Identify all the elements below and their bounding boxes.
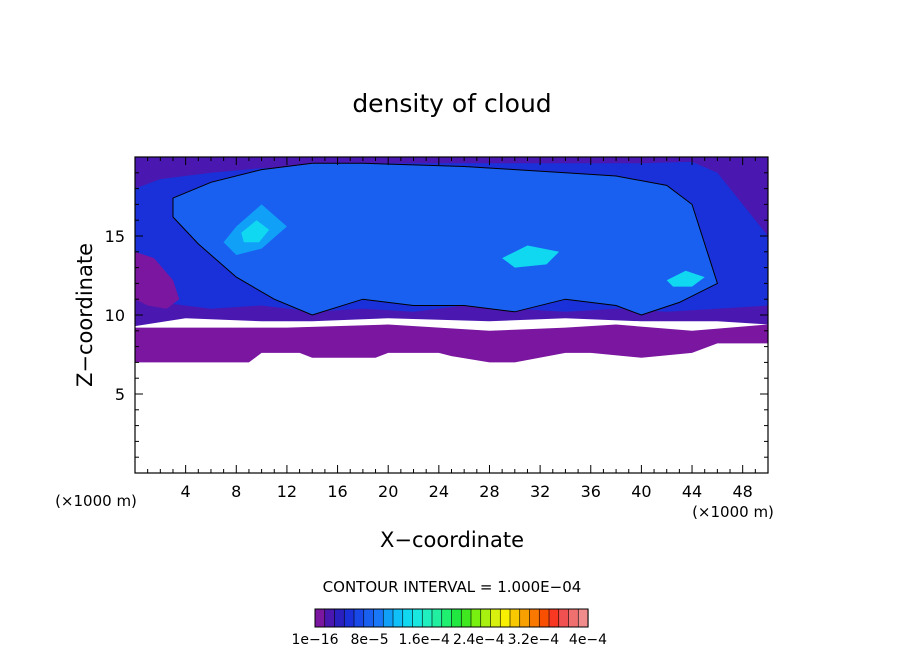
contour-region-base-cloud-purple <box>135 324 768 363</box>
contour-region-cloud-green-core-3 <box>666 270 705 287</box>
contour-interval: CONTOUR INTERVAL = 1.000E−04 <box>323 578 582 596</box>
y-tick-label: 15 <box>105 227 125 246</box>
colorbar-swatch <box>460 608 472 628</box>
colorbar-swatch <box>558 608 570 628</box>
colorbar <box>314 608 589 628</box>
colorbar-swatch <box>480 608 492 628</box>
x-tick-label: 12 <box>277 482 297 501</box>
colorbar-swatch <box>538 608 550 628</box>
colorbar-swatch <box>529 608 540 628</box>
colorbar-swatch <box>402 608 414 628</box>
colorbar-swatch <box>431 608 443 628</box>
contour-region-cloud-green-core-1 <box>241 220 270 243</box>
x-unit-right: (×1000 m) <box>692 503 774 521</box>
contour-region-cloud-green-core-2 <box>502 245 560 268</box>
x-tick-label: 44 <box>682 482 702 501</box>
colorbar-swatch <box>363 608 375 628</box>
x-tick-label: 4 <box>181 482 191 501</box>
colorbar-swatch <box>353 608 365 628</box>
colorbar-label: 8e−5 <box>351 632 389 648</box>
colorbar-swatch <box>314 608 326 628</box>
colorbar-swatch <box>334 608 345 628</box>
x-axis-label: X−coordinate <box>380 528 524 552</box>
colorbar-swatch <box>324 608 336 628</box>
colorbar-swatch <box>509 608 521 628</box>
colorbar-swatch <box>451 608 462 628</box>
contour-line-cloud-light-blue <box>172 162 719 316</box>
x-tick-label: 24 <box>429 482 449 501</box>
colorbar-swatch <box>519 608 531 628</box>
colorbar-swatch <box>373 608 384 628</box>
colorbar-label: 1e−16 <box>291 632 338 648</box>
colorbar-label: 3.2e−4 <box>508 632 560 648</box>
contour-region-cloud-light-blue <box>173 163 718 315</box>
colorbar-swatch <box>499 608 511 628</box>
colorbar-swatch <box>441 608 453 628</box>
colorbar-swatch <box>343 608 355 628</box>
colorbar-label: 1.6e−4 <box>398 632 450 648</box>
colorbar-swatch <box>382 608 394 628</box>
x-tick-label: 40 <box>631 482 651 501</box>
chart-title: density of cloud <box>352 89 551 118</box>
contour-regions <box>135 157 768 363</box>
colorbar-label: 2.4e−4 <box>453 632 505 648</box>
x-tick-label: 48 <box>733 482 753 501</box>
x-tick-label: 16 <box>327 482 347 501</box>
colorbar-swatch <box>568 608 579 628</box>
x-tick-label: 32 <box>530 482 550 501</box>
colorbar-label: 4e−4 <box>569 632 607 648</box>
x-unit-left: (×1000 m) <box>55 492 137 510</box>
y-tick-label: 10 <box>105 306 125 325</box>
colorbar-swatch <box>548 608 560 628</box>
colorbar-swatch <box>392 608 404 628</box>
contour-region-cloud-magenta-patch <box>135 251 180 309</box>
colorbar-swatch <box>421 608 433 628</box>
colorbar-labels: 1e−16 8e−5 1.6e−4 2.4e−4 3.2e−4 4e−4 <box>291 632 607 648</box>
colorbar-swatch <box>470 608 482 628</box>
x-tick-label: 20 <box>378 482 398 501</box>
y-axis-label: Z−coordinate <box>73 243 97 387</box>
y-tick-label: 5 <box>115 385 125 404</box>
colorbar-frame <box>314 608 589 628</box>
colorbar-swatch <box>577 608 589 628</box>
x-tick-label: 36 <box>581 482 601 501</box>
x-tick-label: 8 <box>231 482 241 501</box>
colorbar-swatch <box>412 608 423 628</box>
contour-lines <box>172 162 719 316</box>
x-tick-label: 28 <box>479 482 499 501</box>
colorbar-swatch <box>490 608 501 628</box>
